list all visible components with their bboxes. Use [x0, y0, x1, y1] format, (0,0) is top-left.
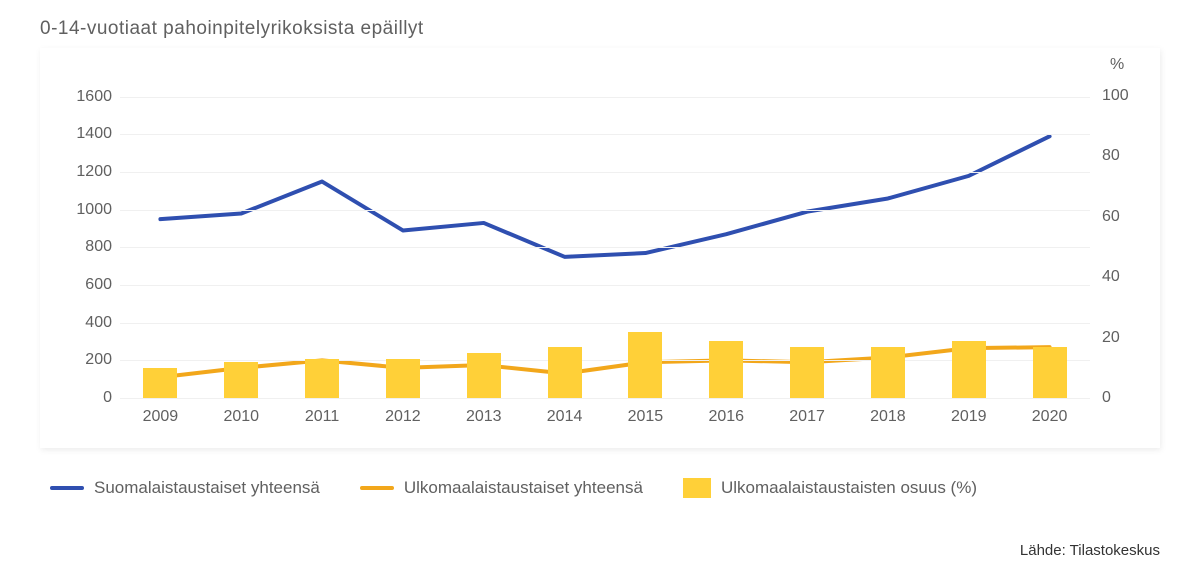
- y-left-tick: 400: [85, 314, 120, 332]
- legend-label-suomi: Suomalaistaustaiset yhteensä: [94, 478, 320, 498]
- y-left-tick: 1600: [76, 88, 120, 106]
- bar-osuus: [305, 359, 339, 398]
- grid-line: [120, 360, 1090, 361]
- y-left-tick: 1200: [76, 163, 120, 181]
- legend-item-suomi: Suomalaistaustaiset yhteensä: [50, 478, 320, 498]
- x-tick: 2012: [385, 398, 421, 426]
- right-axis-title: %: [1090, 56, 1124, 74]
- x-tick: 2018: [870, 398, 906, 426]
- bar-osuus: [143, 368, 177, 398]
- y-right-tick: 60: [1090, 208, 1120, 226]
- bar-osuus: [709, 341, 743, 398]
- y-right-tick: 0: [1090, 389, 1111, 407]
- y-left-tick: 1000: [76, 201, 120, 219]
- x-tick: 2013: [466, 398, 502, 426]
- bar-osuus: [386, 359, 420, 398]
- legend-label-ulkom: Ulkomaalaistaustaiset yhteensä: [404, 478, 643, 498]
- x-tick: 2015: [628, 398, 664, 426]
- plot-area: % 02004006008001000120014001600020406080…: [120, 78, 1090, 398]
- x-tick: 2011: [305, 398, 339, 426]
- source-text: Lähde: Tilastokeskus: [1020, 542, 1160, 559]
- y-left-tick: 600: [85, 276, 120, 294]
- legend-swatch-ulkom: [360, 486, 394, 490]
- y-right-tick: 20: [1090, 329, 1120, 347]
- y-right-tick: 100: [1090, 87, 1129, 105]
- line-layer: [120, 78, 1090, 398]
- grid-line: [120, 134, 1090, 135]
- legend-swatch-osuus: [683, 478, 711, 498]
- grid-line: [120, 210, 1090, 211]
- grid-line: [120, 172, 1090, 173]
- legend-swatch-suomi: [50, 486, 84, 490]
- x-tick: 2014: [547, 398, 583, 426]
- y-left-tick: 200: [85, 351, 120, 369]
- y-left-tick: 0: [103, 389, 120, 407]
- grid-line: [120, 247, 1090, 248]
- legend: Suomalaistaustaiset yhteensä Ulkomaalais…: [40, 478, 1160, 498]
- legend-item-osuus: Ulkomaalaistaustaisten osuus (%): [683, 478, 977, 498]
- grid-line: [120, 323, 1090, 324]
- grid-line: [120, 97, 1090, 98]
- x-tick: 2016: [708, 398, 744, 426]
- x-tick: 2020: [1032, 398, 1068, 426]
- grid-line: [120, 285, 1090, 286]
- bar-osuus: [224, 362, 258, 398]
- y-right-tick: 40: [1090, 268, 1120, 286]
- legend-item-ulkom: Ulkomaalaistaustaiset yhteensä: [360, 478, 643, 498]
- x-tick: 2009: [143, 398, 179, 426]
- legend-label-osuus: Ulkomaalaistaustaisten osuus (%): [721, 478, 977, 498]
- bar-osuus: [628, 332, 662, 398]
- y-left-tick: 800: [85, 238, 120, 256]
- x-tick: 2019: [951, 398, 987, 426]
- line-suomi: [160, 136, 1049, 256]
- y-left-tick: 1400: [76, 125, 120, 143]
- x-tick: 2010: [223, 398, 259, 426]
- grid-line: [120, 398, 1090, 399]
- chart-container: % 0 200 400 600 800 1000 1200 1400 1600 0 20 40 60 80…: [40, 48, 1160, 448]
- bar-osuus: [871, 347, 905, 398]
- chart-title: 0-14-vuotiaat pahoinpitelyrikoksista epä…: [40, 18, 1160, 40]
- x-tick: 2017: [789, 398, 825, 426]
- bar-osuus: [1033, 347, 1067, 398]
- bar-osuus: [790, 347, 824, 398]
- bar-osuus: [548, 347, 582, 398]
- line-ulkom: [160, 347, 1049, 377]
- bar-osuus: [467, 353, 501, 398]
- bar-osuus: [952, 341, 986, 398]
- y-right-tick: 80: [1090, 147, 1120, 165]
